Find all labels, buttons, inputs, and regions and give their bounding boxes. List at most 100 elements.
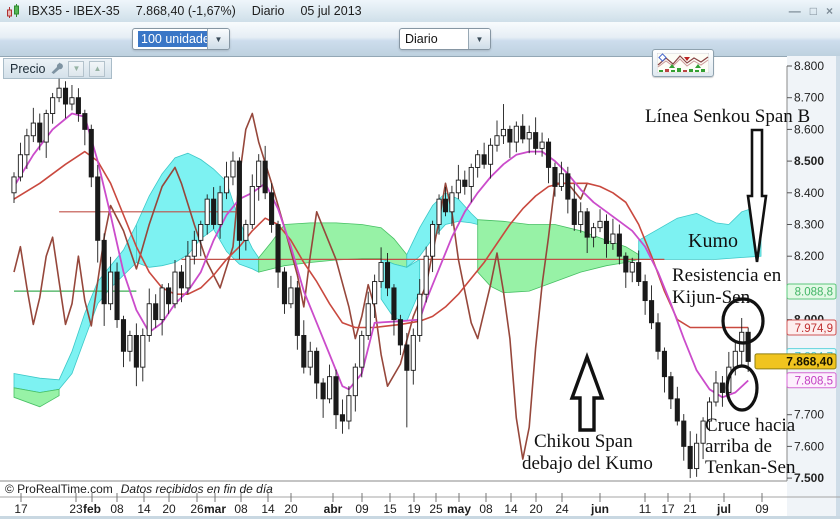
- candlestick: [584, 211, 590, 238]
- price-chart[interactable]: 8.8008.7008.6008.5008.4008.3008.2008.000…: [0, 56, 840, 519]
- candlestick: [159, 287, 165, 321]
- candlestick: [404, 344, 410, 371]
- candlestick: [687, 445, 693, 470]
- window-bottom-edge: [0, 516, 840, 519]
- candlestick: [320, 382, 326, 400]
- candlestick: [256, 160, 262, 187]
- wrench-icon[interactable]: [50, 61, 64, 77]
- y-tick-label: 8.200: [794, 249, 824, 263]
- candlestick: [333, 376, 339, 416]
- candlestick: [417, 293, 423, 336]
- candlestick: [178, 271, 184, 289]
- annotation-text: Kumo: [688, 230, 738, 252]
- candlestick: [623, 255, 629, 273]
- units-dropdown[interactable]: 100 unidades ▼: [132, 28, 230, 50]
- annotation-text: arriba de: [705, 436, 772, 457]
- candlestick: [17, 154, 23, 178]
- data-note: Datos recibidos en fin de día: [120, 482, 273, 496]
- period-dropdown-value: Diario: [405, 32, 438, 46]
- chevron-down-icon[interactable]: ▼: [468, 29, 490, 49]
- candlestick: [198, 224, 204, 241]
- highlight-circle-annotation: [725, 364, 759, 412]
- candlestick: [449, 192, 455, 213]
- candlestick: [133, 335, 139, 368]
- minimize-button[interactable]: —: [788, 4, 801, 18]
- maximize-button[interactable]: □: [809, 4, 817, 18]
- x-tick-label: abr: [324, 502, 343, 516]
- price-label-box-red: [786, 319, 837, 336]
- candlestick: [462, 179, 468, 187]
- chevron-down-icon[interactable]: ▼: [207, 29, 229, 49]
- candlestick: [223, 176, 230, 194]
- timeframe-label: Diario: [251, 4, 285, 18]
- annotation-text: Resistencia en: [672, 265, 782, 286]
- candlestick: [732, 350, 738, 368]
- x-tick-label: 09: [755, 502, 769, 516]
- y-tick-label: 8.700: [794, 91, 824, 105]
- candlestick: [56, 87, 62, 99]
- candlestick: [101, 239, 107, 305]
- up-arrow-annotation: [569, 352, 605, 432]
- candlestick: [378, 262, 384, 283]
- kijun-sen-line: [13, 150, 749, 329]
- candlestick: [24, 135, 30, 156]
- candlestick: [11, 176, 17, 194]
- chart-style-button[interactable]: [652, 49, 714, 77]
- candlestick: [719, 382, 725, 393]
- price-label-box-yellow: [754, 353, 837, 370]
- candlestick: [552, 166, 558, 187]
- candlestick: [249, 186, 255, 225]
- period-dropdown[interactable]: Diario ▼: [399, 28, 491, 50]
- candlestick: [661, 350, 667, 378]
- footer-copyright: © ProRealTime.com Datos recibidos en fin …: [5, 482, 273, 496]
- y-tick-label: 8.800: [794, 59, 824, 73]
- price-label-red: 7.974,9: [795, 323, 833, 335]
- candlestick: [571, 198, 577, 225]
- price-panel-header: Precio ▼ ▲: [3, 58, 113, 79]
- annotation-text: Tenkan-Sen: [705, 457, 796, 478]
- price-label-green: 8.088,8: [795, 287, 833, 299]
- candlestick: [649, 300, 655, 324]
- annotation-text: debajo del Kumo: [522, 453, 653, 474]
- candlestick: [610, 233, 616, 244]
- x-tick-label: 25: [429, 502, 443, 516]
- candlestick-icon: [6, 3, 21, 19]
- candlestick: [636, 262, 642, 283]
- x-tick-label: jul: [716, 502, 731, 516]
- annotation-text: Kijun-Sen: [672, 287, 751, 308]
- last-price: 7.868,40 (-1,67%): [135, 4, 236, 18]
- window-right-edge: [836, 56, 840, 519]
- instrument-name: IBX35 - IBEX-35: [28, 4, 120, 18]
- x-tick-label: 20: [529, 502, 543, 516]
- move-down-button[interactable]: ▼: [68, 60, 85, 77]
- x-tick-label: feb: [83, 502, 101, 516]
- candlestick: [346, 395, 352, 422]
- candlestick: [185, 255, 191, 289]
- candlestick: [565, 173, 571, 200]
- x-tick-label: mar: [204, 502, 226, 516]
- candlestick: [520, 125, 526, 140]
- candlestick: [694, 442, 700, 470]
- candlestick: [629, 262, 635, 273]
- candlestick: [75, 97, 81, 115]
- x-tick-label: 08: [234, 502, 248, 516]
- candlestick: [488, 144, 494, 165]
- candlestick: [507, 128, 513, 143]
- x-tick-label: 21: [683, 502, 697, 516]
- units-dropdown-value: 100 unidades: [138, 31, 207, 47]
- annotation-text: Línea Senkou Span B: [645, 106, 810, 127]
- candlestick: [430, 224, 436, 257]
- x-tick-label: 11: [639, 502, 652, 516]
- x-tick-label: 23: [69, 502, 83, 516]
- candlestick: [236, 160, 242, 241]
- candlestick: [269, 192, 275, 225]
- highlight-circle-annotation: [721, 297, 765, 345]
- candlestick: [301, 335, 307, 368]
- candlestick: [262, 160, 268, 194]
- close-button[interactable]: ×: [825, 4, 833, 18]
- x-tick-label: may: [447, 502, 471, 516]
- move-up-button[interactable]: ▲: [89, 60, 106, 77]
- candlestick: [578, 211, 584, 225]
- candlestick: [120, 319, 127, 352]
- x-tick-label: jun: [590, 502, 609, 516]
